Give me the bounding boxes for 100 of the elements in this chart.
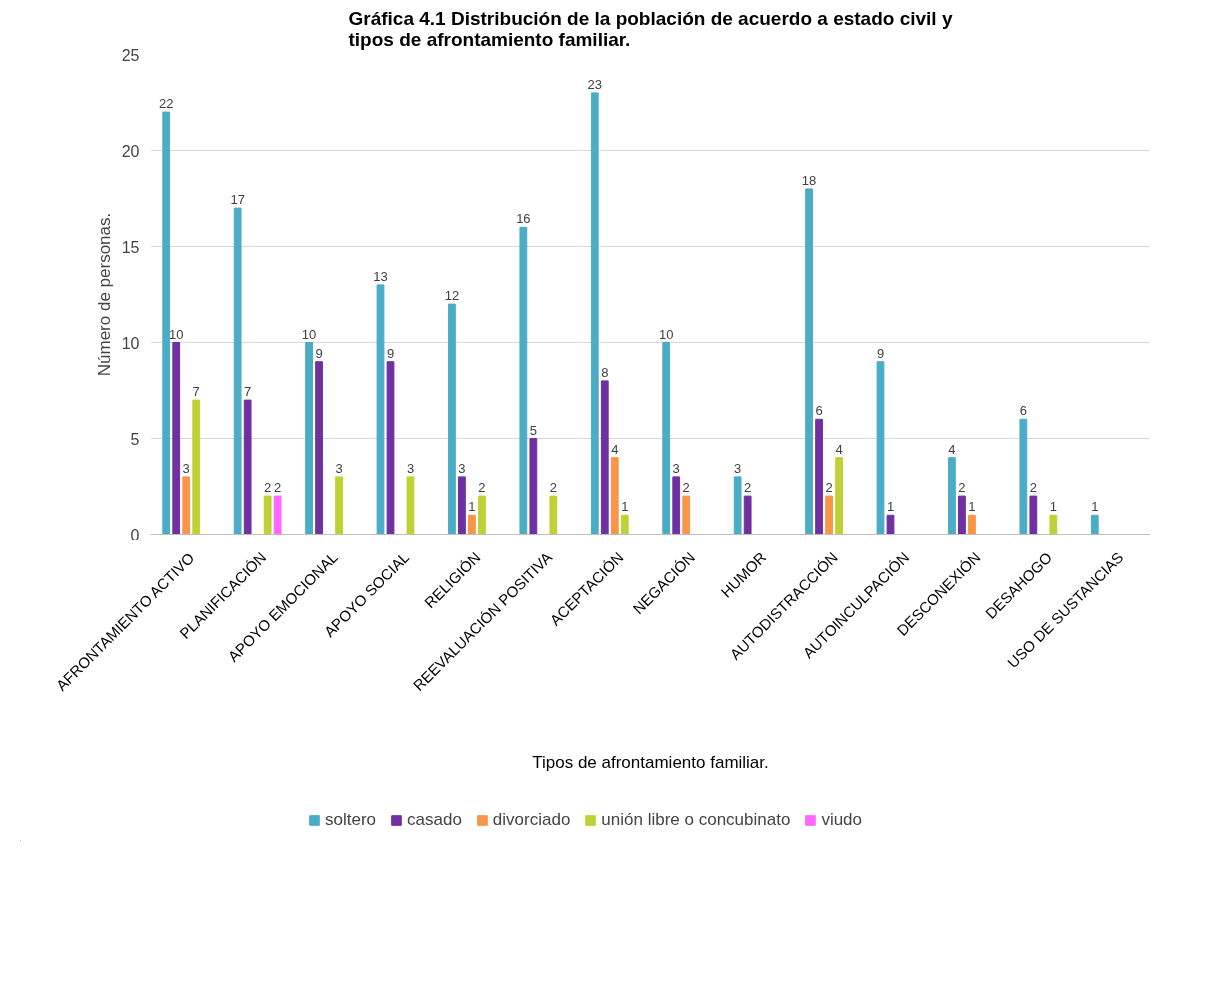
- data-label: 10: [658, 326, 674, 342]
- bar: [549, 495, 558, 535]
- data-label: 3: [182, 460, 190, 476]
- data-label: 7: [244, 384, 252, 400]
- bar: [182, 476, 191, 535]
- bar: [406, 476, 415, 535]
- bar: [958, 495, 966, 535]
- data-label: 9: [315, 345, 323, 361]
- bar: [968, 514, 976, 535]
- y-tick-label: 0: [130, 526, 140, 544]
- data-label: 6: [815, 403, 823, 419]
- y-tick-label: 15: [121, 238, 140, 256]
- data-label: 16: [516, 211, 531, 227]
- bar: [172, 342, 181, 535]
- legend-label: unión libre o concubinato: [601, 810, 791, 830]
- bar: [448, 303, 456, 535]
- bar: [386, 361, 395, 535]
- data-label: 2: [744, 480, 752, 496]
- bar: [1049, 514, 1058, 535]
- bar: [376, 284, 385, 535]
- data-label: 2: [825, 480, 833, 496]
- bar: [162, 111, 171, 535]
- data-label: 2: [549, 480, 557, 496]
- y-tick-label: 20: [121, 142, 140, 160]
- data-label: 8: [601, 364, 609, 380]
- data-label: 2: [682, 480, 690, 496]
- bar: [1090, 514, 1099, 535]
- data-label: 2: [274, 480, 282, 496]
- bar: [1029, 495, 1038, 535]
- data-label: 10: [168, 326, 184, 342]
- bar: [519, 226, 528, 535]
- bar: [478, 495, 486, 535]
- data-label: 1: [968, 499, 976, 515]
- data-label: 6: [1019, 403, 1027, 419]
- y-axis-title: Número de personas.: [94, 212, 114, 377]
- bar: [682, 495, 691, 535]
- bar: [335, 476, 343, 535]
- bar: [263, 495, 272, 535]
- bar: [886, 514, 895, 535]
- bar: [620, 514, 629, 535]
- data-label: 4: [948, 441, 956, 457]
- bar: [805, 188, 813, 535]
- data-label: 2: [478, 480, 486, 496]
- data-label: 3: [672, 460, 680, 476]
- legend-label: casado: [407, 810, 462, 830]
- data-label: 1: [886, 499, 895, 515]
- data-label: 1: [1049, 499, 1057, 515]
- data-label: 4: [611, 441, 619, 457]
- bar: [610, 457, 619, 535]
- data-label: 22: [158, 96, 174, 112]
- data-label: 12: [444, 288, 460, 304]
- data-label: 9: [386, 345, 395, 361]
- bar: [948, 457, 956, 535]
- data-label: 13: [373, 268, 388, 284]
- bar: [305, 342, 313, 535]
- data-label: 17: [230, 192, 245, 208]
- data-label: 3: [734, 460, 742, 476]
- data-label: 2: [958, 480, 966, 496]
- bar: [600, 380, 609, 535]
- data-label: 3: [458, 460, 466, 476]
- data-label: 1: [468, 499, 476, 515]
- data-label: 2: [1029, 480, 1037, 496]
- data-label: 9: [876, 345, 885, 361]
- data-label: 4: [835, 441, 843, 457]
- data-label: 18: [801, 172, 817, 188]
- bar: [835, 457, 843, 535]
- bar: [672, 476, 681, 535]
- bar: [1019, 418, 1028, 535]
- bar: [468, 514, 476, 535]
- bar: [243, 399, 252, 535]
- data-label: 23: [587, 76, 603, 92]
- data-label: 7: [192, 384, 200, 400]
- data-label: 1: [1091, 499, 1099, 515]
- bar: [876, 361, 885, 535]
- x-axis-title: Tipos de afrontamiento familiar.: [532, 753, 769, 772]
- bar: [825, 495, 833, 535]
- bar: [458, 476, 466, 535]
- bar: [815, 418, 823, 535]
- bar: [662, 342, 671, 535]
- y-tick-label: 10: [121, 334, 140, 352]
- bar: [273, 495, 282, 535]
- bar: [733, 476, 742, 535]
- data-label: 10: [301, 326, 317, 342]
- data-label: 3: [406, 460, 415, 476]
- data-label: 3: [335, 460, 343, 476]
- y-tick-label: 5: [130, 430, 140, 448]
- legend-label: soltero: [324, 810, 377, 830]
- bar: [743, 495, 752, 535]
- y-tick-label: 25: [121, 46, 140, 64]
- bar: [590, 92, 599, 535]
- bar: [529, 438, 538, 535]
- bar: [315, 361, 323, 535]
- data-label: 5: [529, 422, 537, 438]
- chart-title: Gráfica 4.1 Distribución de la población de acuerdo a estado civil y tipos de afrontamiento familiar.: [348, 7, 953, 50]
- bar: [192, 399, 201, 535]
- legend-label: viudo: [821, 810, 863, 830]
- data-label: 1: [621, 499, 629, 515]
- bar: [233, 207, 242, 535]
- data-label: 2: [264, 480, 272, 496]
- legend-label: divorciado: [492, 810, 571, 830]
